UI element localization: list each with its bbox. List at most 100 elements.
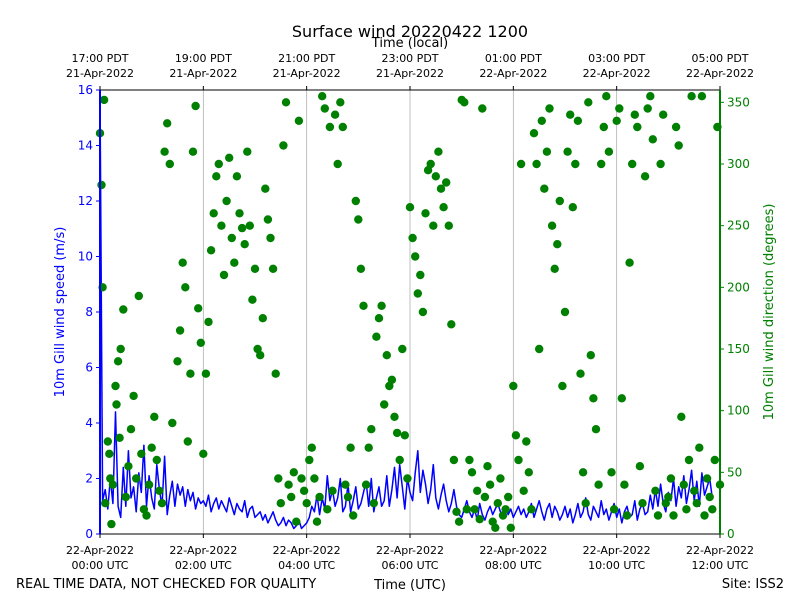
wind-direction-point — [279, 141, 288, 150]
wind-direction-point — [250, 264, 260, 273]
wind-direction-point — [545, 104, 554, 113]
wind-direction-point — [454, 517, 464, 526]
wind-direction-point — [343, 492, 353, 502]
wind-direction-point — [103, 437, 113, 446]
wind-direction-point — [612, 116, 621, 126]
wind-direction-point — [682, 505, 691, 514]
wind-direction-point — [589, 394, 598, 403]
top-tick-time: 23:00 PDT — [381, 52, 438, 65]
wind-direction-point — [134, 291, 143, 301]
left-tick-label: 2 — [85, 472, 93, 486]
right-tick-label: 350 — [727, 95, 750, 109]
left-tick-label: 4 — [85, 416, 93, 430]
wind-direction-point — [271, 369, 280, 378]
wind-direction-point — [302, 499, 311, 508]
top-tick-time: 03:00 PDT — [588, 52, 645, 65]
data-series — [95, 89, 725, 532]
right-axis: 0 50 100 150 200 250 300 350 — [719, 90, 750, 541]
wind-direction-point — [142, 511, 151, 520]
wind-direction-point — [111, 381, 120, 391]
wind-direction-point — [447, 320, 456, 329]
wind-direction-point — [194, 304, 203, 313]
wind-direction-point — [219, 270, 229, 280]
wind-direction-point — [537, 116, 546, 126]
wind-direction-point — [403, 474, 412, 483]
wind-direction-point — [547, 221, 557, 230]
wind-direction-point — [519, 486, 528, 495]
wind-direction-point — [630, 110, 639, 119]
left-tick-label: 8 — [85, 305, 93, 319]
wind-direction-point — [687, 92, 696, 101]
wind-direction-point — [460, 98, 469, 107]
wind-direction-point — [225, 153, 234, 162]
wind-direction-point — [121, 492, 130, 502]
wind-direction-point — [266, 233, 275, 243]
wind-direction-point — [664, 492, 673, 502]
top-tick-date: 21-Apr-2022 — [66, 67, 134, 80]
wind-direction-point — [181, 283, 190, 292]
bottom-tick-date: 22-Apr-2022 — [479, 544, 547, 557]
wind-direction-point — [651, 486, 660, 495]
wind-direction-point — [372, 332, 381, 341]
wind-direction-point — [204, 317, 213, 327]
wind-direction-point — [157, 499, 167, 508]
wind-direction-point — [112, 400, 121, 409]
wind-direction-point — [568, 203, 577, 212]
wind-direction-point — [354, 215, 363, 224]
wind-direction-point — [119, 305, 128, 314]
bottom-tick-time: 06:00 UTC — [381, 559, 438, 572]
wind-direction-point — [418, 307, 428, 317]
wind-direction-point — [599, 122, 608, 132]
wind-direction-point — [101, 499, 110, 508]
wind-direction-point — [364, 443, 373, 452]
wind-direction-point — [237, 223, 247, 233]
wind-direction-point — [540, 184, 549, 193]
wind-direction-point — [473, 486, 482, 495]
top-tick-date: 22-Apr-2022 — [686, 67, 754, 80]
wind-direction-point — [511, 431, 521, 440]
wind-direction-point — [328, 486, 337, 495]
wind-direction-point — [467, 468, 477, 477]
wind-direction-point — [258, 314, 267, 323]
wind-direction-point — [690, 486, 699, 495]
site-label: Site: ISS2 — [722, 577, 784, 592]
wind-direction-point — [700, 511, 709, 520]
wind-direction-point — [183, 437, 192, 446]
wind-direction-point — [297, 474, 306, 483]
quality-note: REAL TIME DATA, NOT CHECKED FOR QUALITY — [16, 577, 316, 592]
wind-direction-point — [501, 505, 510, 514]
right-tick-label: 250 — [727, 219, 750, 233]
wind-direction-point — [591, 425, 601, 434]
wind-direction-point — [173, 357, 182, 366]
wind-direction-point — [152, 455, 161, 465]
wind-direction-point — [222, 196, 231, 206]
wind-direction-point — [276, 499, 285, 508]
wind-direction-point — [165, 159, 174, 169]
wind-direction-point — [692, 499, 701, 508]
wind-direction-point — [243, 147, 252, 156]
wind-direction-point — [147, 443, 156, 452]
wind-direction-point — [256, 351, 265, 360]
wind-direction-point — [571, 159, 580, 169]
left-tick-label: 16 — [78, 83, 93, 97]
wind-direction-point — [367, 425, 376, 434]
wind-direction-point — [558, 381, 567, 391]
wind-direction-point — [491, 523, 500, 532]
right-axis-label: 10m Gill wind direction (degrees) — [762, 204, 777, 421]
wind-direction-point — [144, 480, 154, 489]
wind-direction-point — [105, 449, 114, 458]
bottom-tick-time: 02:00 UTC — [175, 559, 232, 572]
bottom-tick-time: 08:00 UTC — [485, 559, 542, 572]
wind-direction-point — [374, 314, 384, 323]
wind-direction-point — [369, 499, 378, 508]
wind-direction-point — [584, 98, 593, 107]
bottom-tick-time: 00:00 UTC — [71, 559, 128, 572]
wind-direction-point — [485, 480, 495, 489]
wind-direction-point — [199, 449, 208, 458]
left-tick-label: 10 — [78, 250, 93, 264]
wind-direction-point — [124, 462, 133, 471]
wind-direction-point — [566, 110, 575, 119]
wind-direction-point — [594, 480, 603, 489]
wind-direction-point — [684, 455, 694, 465]
top-tick-time: 21:00 PDT — [278, 52, 335, 65]
